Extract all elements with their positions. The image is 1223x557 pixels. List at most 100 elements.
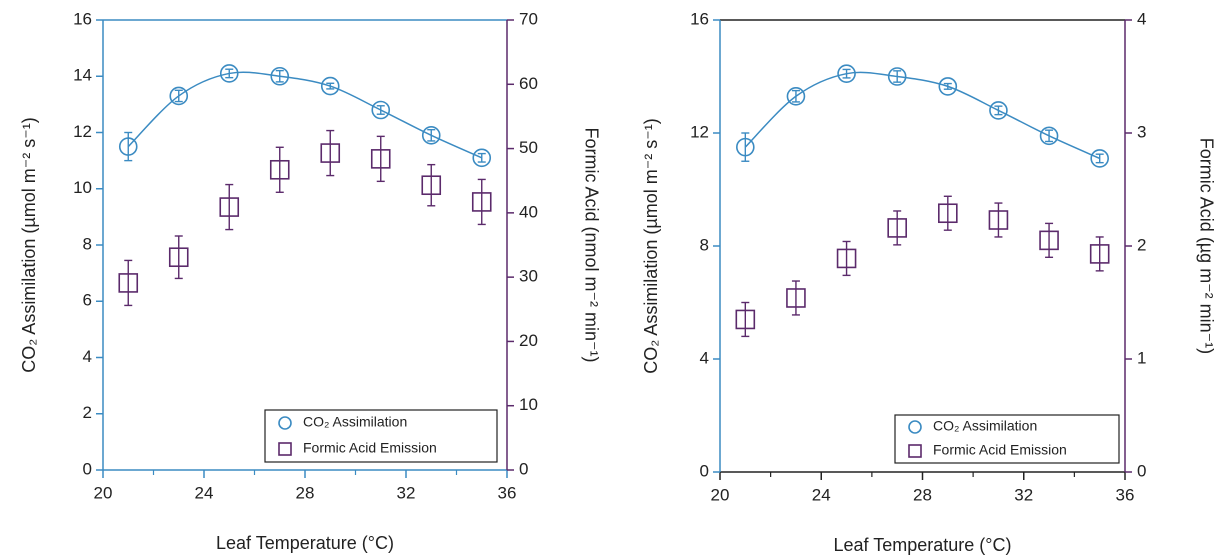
y-tick-label: 10 (73, 178, 92, 197)
error-bar (791, 280, 800, 316)
error-bar (943, 195, 952, 231)
error-bar (477, 152, 486, 163)
y-tick-label: 16 (690, 9, 709, 28)
data-point (472, 148, 492, 168)
legend-label: CO₂ Assimilation (303, 414, 407, 430)
error-bar (1095, 236, 1104, 272)
error-bar (427, 128, 436, 142)
x-tick-label: 24 (195, 483, 214, 502)
data-point (168, 247, 189, 268)
data-point (320, 76, 340, 96)
error-bar (1095, 153, 1104, 164)
error-bar (124, 131, 133, 162)
data-point (371, 100, 391, 120)
legend-label: Formic Acid Emission (933, 442, 1067, 458)
data-point (1089, 244, 1110, 264)
y-tick-label: 4 (83, 347, 92, 366)
error-bar (1045, 129, 1054, 143)
y2-tick-label: 20 (519, 331, 538, 350)
y2-tick-label: 10 (519, 395, 538, 414)
error-bar (326, 82, 335, 90)
data-point (786, 288, 806, 308)
error-bar (994, 202, 1003, 238)
data-point (370, 149, 391, 169)
error-bar (174, 235, 183, 280)
y2-tick-label: 30 (519, 267, 538, 286)
y-tick-label: 14 (73, 66, 92, 85)
x-tick-label: 36 (498, 483, 517, 502)
error-bar (174, 89, 183, 103)
x-tick-label: 36 (1116, 485, 1135, 504)
y2-tick-label: 40 (519, 202, 538, 221)
fit-line (744, 71, 1100, 160)
data-point (1039, 230, 1059, 251)
error-bar (275, 146, 284, 193)
error-bar (741, 132, 750, 162)
y-axis-label: CO₂ Assimilation (µmol m⁻² s⁻¹) (19, 117, 39, 372)
data-point (219, 64, 239, 83)
data-point (736, 137, 755, 157)
data-point (735, 309, 756, 330)
fit-line (127, 71, 483, 159)
error-bar (842, 68, 851, 79)
legend-box (894, 414, 1120, 464)
data-point (1090, 149, 1109, 168)
data-point (988, 210, 1009, 230)
error-bar (124, 259, 133, 307)
data-point (270, 66, 290, 86)
data-point (938, 203, 958, 224)
data-point (219, 197, 240, 217)
y-tick-label: 6 (83, 291, 92, 310)
y-tick-label: 16 (73, 9, 92, 28)
y2-tick-label: 3 (1137, 122, 1146, 141)
y2-tick-label: 0 (519, 459, 528, 478)
error-bar (427, 163, 436, 207)
error-bar (376, 105, 385, 115)
error-bar (893, 210, 902, 246)
legend-marker (278, 442, 292, 456)
data-point (938, 77, 958, 96)
legend-label: CO₂ Assimilation (933, 418, 1037, 434)
error-bar (791, 89, 800, 103)
y2-tick-label: 70 (519, 9, 538, 28)
y-tick-label: 8 (83, 234, 92, 253)
x-tick-label: 32 (1014, 485, 1033, 504)
legend-marker (908, 444, 922, 458)
error-bar (326, 129, 335, 177)
error-bar (225, 68, 234, 79)
legend: CO₂ Assimilation Formic Acid Emission (894, 414, 1120, 464)
legend-box (264, 409, 498, 463)
x-tick-label: 20 (94, 483, 113, 502)
y-tick-label: 12 (690, 122, 709, 141)
y2-tick-label: 50 (519, 138, 538, 157)
y2-axis-label: Formic Acid (nmol m⁻² min⁻¹) (581, 127, 601, 362)
data-point (786, 86, 806, 106)
data-point (837, 64, 856, 83)
y-tick-label: 2 (83, 403, 92, 422)
y2-tick-label: 4 (1137, 9, 1146, 28)
y2-tick-label: 1 (1137, 348, 1146, 367)
data-point (989, 101, 1008, 120)
error-bar (275, 69, 284, 83)
x-axis-label: Leaf Temperature (°C) (834, 535, 1012, 555)
y2-tick-label: 60 (519, 74, 538, 93)
data-point (471, 192, 492, 212)
data-point (169, 86, 189, 106)
y-tick-label: 12 (73, 122, 92, 141)
legend-label: Formic Acid Emission (303, 440, 437, 456)
y-tick-label: 0 (700, 461, 709, 480)
y-axis-label: CO₂ Assimilation (µmol m⁻² s⁻¹) (641, 118, 661, 373)
x-axis-label: Leaf Temperature (°C) (216, 533, 394, 553)
data-point (887, 67, 907, 86)
error-bar (1045, 222, 1054, 258)
y-tick-label: 8 (700, 235, 709, 254)
error-bar (477, 178, 486, 226)
error-bar (893, 70, 902, 83)
y-tick-label: 0 (83, 459, 92, 478)
data-point (887, 218, 907, 238)
error-bar (994, 105, 1003, 116)
x-tick-label: 28 (913, 485, 932, 504)
y-tick-label: 4 (700, 348, 709, 367)
